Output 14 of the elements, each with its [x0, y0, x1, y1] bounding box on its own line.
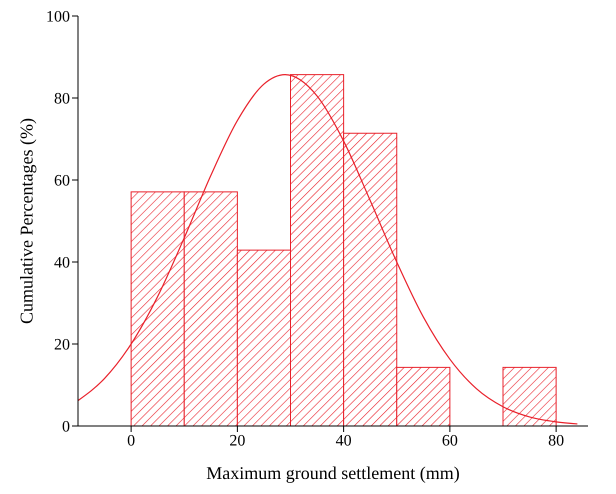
- y-tick-label: 20: [54, 336, 70, 354]
- y-axis-title: Cumulative Percentages (%): [16, 118, 36, 324]
- line-series: [78, 74, 578, 425]
- x-tick-label: 60: [442, 432, 458, 450]
- y-tick-label: 0: [62, 418, 70, 436]
- y-tick-label: 80: [54, 90, 70, 108]
- y-tick-label: 100: [46, 8, 70, 26]
- x-axis-title: Maximum ground settlement (mm): [206, 462, 460, 483]
- y-tick-label: 60: [54, 172, 70, 190]
- x-tick-label: 20: [229, 432, 246, 450]
- x-tick-label: 80: [548, 432, 564, 450]
- x-tick-label: 0: [127, 432, 136, 450]
- y-tick-label: 40: [54, 254, 70, 272]
- x-tick-label: 40: [336, 432, 352, 450]
